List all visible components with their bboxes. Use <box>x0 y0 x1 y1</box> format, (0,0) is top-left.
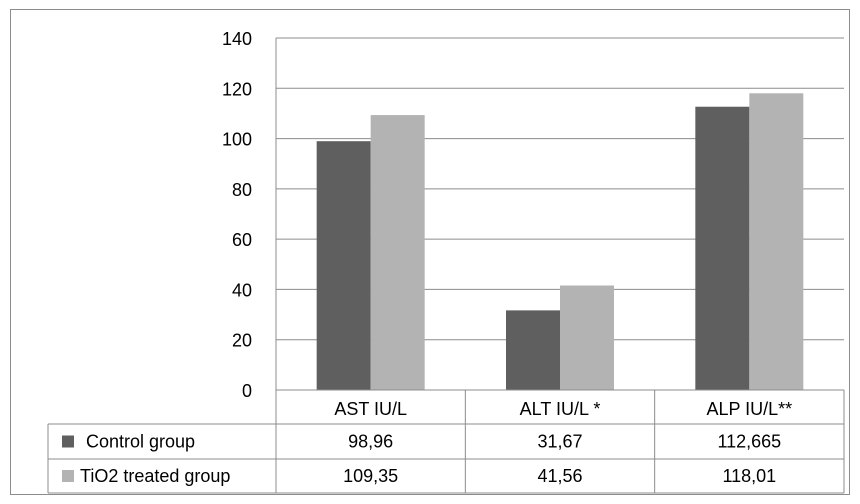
y-tick-label: 0 <box>242 381 252 401</box>
y-tick-label: 100 <box>222 130 252 150</box>
data-label: 31,67 <box>537 432 582 452</box>
bar-control-2 <box>695 106 750 390</box>
data-label: 109,35 <box>343 466 398 486</box>
data-label: 41,56 <box>537 466 582 486</box>
legend-label: Control group <box>86 432 195 452</box>
data-label: 98,96 <box>348 432 393 452</box>
y-tick-label: 40 <box>232 280 252 300</box>
chart-border <box>10 9 850 495</box>
y-tick-label: 20 <box>232 331 252 351</box>
category-label: ALP IU/L** <box>706 399 792 419</box>
legend-label: TiO2 treated group <box>80 466 230 486</box>
y-tick-label: 140 <box>222 29 252 49</box>
bar-tio2-0 <box>370 115 425 390</box>
bar-control-1 <box>506 310 560 390</box>
category-label: AST IU/L <box>334 399 407 419</box>
y-tick-label: 80 <box>232 180 252 200</box>
data-label: 118,01 <box>722 466 776 486</box>
y-tick-label: 60 <box>232 230 252 250</box>
bar-tio2-1 <box>560 285 614 390</box>
data-label: 112,665 <box>717 432 781 452</box>
bar-tio2-2 <box>749 93 804 390</box>
y-tick-label: 120 <box>222 79 252 99</box>
category-label: ALT IU/L * <box>520 399 601 419</box>
legend-key-tio2 <box>62 470 74 482</box>
bar-control-0 <box>316 141 371 390</box>
legend-key-control <box>62 435 74 448</box>
